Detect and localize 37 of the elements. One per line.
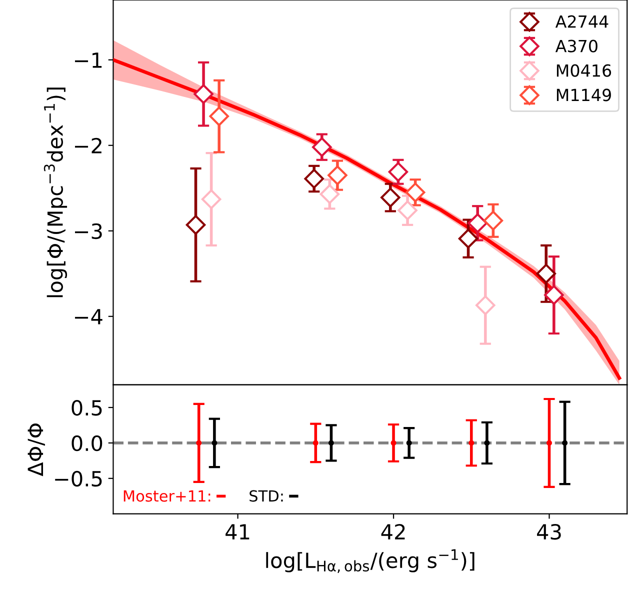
legend-label: Moster+11: [124, 490, 210, 502]
point [405, 182, 426, 202]
point [320, 184, 340, 204]
y-tick-label: −4 [74, 309, 102, 324]
y-tick-label: 0.0 [72, 435, 102, 452]
point [458, 228, 478, 248]
y-tick-label: −2 [74, 138, 102, 154]
point [186, 215, 206, 235]
point [312, 137, 332, 157]
legend-label: STD: [250, 490, 283, 502]
point [209, 106, 229, 126]
point [304, 168, 324, 189]
legend-label: M1149 [556, 88, 611, 102]
x-axis-title: log[L$_{Hα,obs}$/(erg s$^{−1}$)] [266, 549, 474, 574]
point [476, 295, 496, 316]
x-tick-label: 42 [381, 524, 405, 540]
point [380, 188, 400, 208]
point [544, 285, 564, 305]
point [328, 165, 348, 186]
y-tick-label: −1 [74, 52, 102, 68]
point [194, 84, 214, 104]
y-tick-label: −0.5 [55, 470, 102, 487]
y-tick-label: 0.5 [72, 400, 102, 416]
x-tick-label: 41 [226, 524, 250, 540]
legend-label: M0416 [556, 64, 612, 77]
point [536, 264, 556, 284]
y-axis-title: ΔΦ/Φ [28, 423, 45, 476]
point [483, 210, 504, 230]
point [468, 213, 488, 234]
point [388, 162, 408, 182]
legend-label: A370 [555, 40, 598, 52]
point [398, 200, 418, 220]
legend-label: A2744 [555, 15, 608, 28]
point [201, 189, 222, 210]
y-tick-label: −3 [74, 223, 102, 240]
y-axis-title: log[Φ/(Mpc$^{−3}$dex$^{−1}$)] [44, 88, 68, 298]
x-tick-label: 43 [537, 524, 561, 540]
